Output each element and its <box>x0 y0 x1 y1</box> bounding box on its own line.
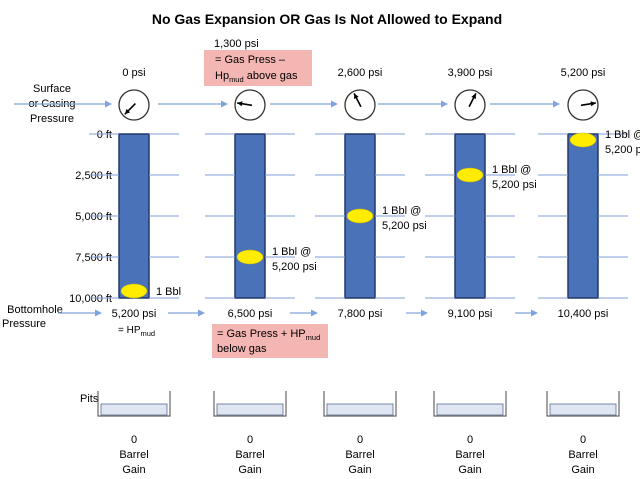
pit-tank <box>546 391 620 417</box>
bottom-note-line2: below gas <box>217 343 267 355</box>
depth-label: 7,500 ft <box>75 252 112 264</box>
surface-pressure: 3,900 psi <box>448 67 493 79</box>
bubble-label-line2: 5,200 psi <box>605 144 640 156</box>
bottomhole-arrow <box>58 309 102 317</box>
gas-bubble <box>120 283 148 299</box>
pit-tank <box>433 391 507 417</box>
pit-tank <box>97 391 171 417</box>
surface-arrow <box>14 100 112 108</box>
stage-5: 5,200 psi 1 Bbl @ 5,200 psi 10,400 psi 0 Barr… <box>538 67 640 476</box>
pits-label: Pits <box>80 393 99 405</box>
depth-axis: 0 ft 2,500 ft 5,000 ft 7,500 ft 10,000 f… <box>69 129 112 305</box>
bottomhole-arrow <box>515 309 538 317</box>
stage-4: 3,900 psi 1 Bbl @ 5,200 psi 9,100 psi 0 Barre… <box>425 67 537 476</box>
barrel-gain-value: 0 <box>131 434 137 446</box>
surface-pressure: 2,600 psi <box>338 67 383 79</box>
bottomhole-pressure: 10,400 psi <box>558 308 609 320</box>
surface-label-line3: Pressure <box>30 113 74 125</box>
bottomhole-pressure: 5,200 psi <box>112 308 157 320</box>
bottomhole-pressure: 9,100 psi <box>448 308 493 320</box>
bottomhole-pressure: 7,800 psi <box>338 308 383 320</box>
gas-bubble <box>346 208 374 224</box>
gauge-needle <box>468 93 477 108</box>
barrel-gain-label-line2: Gain <box>348 464 371 476</box>
bubble-label-line1: 1 Bbl <box>156 286 181 298</box>
bubble-label-line2: 5,200 psi <box>272 261 317 273</box>
gauge-needle <box>237 101 253 107</box>
pit-tank <box>323 391 397 417</box>
stage-3: 2,600 psi 1 Bbl @ 5,200 psi 7,800 psi 0 Barre… <box>315 67 427 476</box>
wellbore-column <box>567 133 599 299</box>
barrel-gain-value: 0 <box>467 434 473 446</box>
first-bottom-note: = HPmud <box>118 325 155 338</box>
gas-bubble <box>236 249 264 265</box>
wellbore-column <box>454 133 486 299</box>
barrel-gain-label-line1: Barrel <box>235 449 264 461</box>
barrel-gain-label-line1: Barrel <box>455 449 484 461</box>
depth-label: 2,500 ft <box>75 170 112 182</box>
pit-tank <box>213 391 287 417</box>
barrel-gain-label-line2: Gain <box>122 464 145 476</box>
surface-pressure: 5,200 psi <box>561 67 606 79</box>
bubble-label-line2: 5,200 psi <box>382 220 427 232</box>
gauge-needle <box>580 101 596 107</box>
bottomhole-arrow <box>406 309 428 317</box>
flow-arrows <box>14 100 560 317</box>
bubble-label-line1: 1 Bbl @ <box>492 164 531 176</box>
bubble-label-line1: 1 Bbl @ <box>382 205 421 217</box>
surface-note-line2: Hpmud above gas <box>215 70 298 84</box>
barrel-gain-label-line1: Barrel <box>119 449 148 461</box>
surface-note-line1: = Gas Press – <box>215 54 286 66</box>
barrel-gain-label-line2: Gain <box>458 464 481 476</box>
gas-bubble <box>569 132 597 148</box>
stage-2: 1 Bbl @ 5,200 psi 6,500 psi 0 Barrel Gain <box>205 89 317 476</box>
barrel-gain-label-line2: Gain <box>238 464 261 476</box>
barrel-gain-value: 0 <box>357 434 363 446</box>
bottom-note-box <box>212 324 328 358</box>
gauge-needle <box>353 93 362 108</box>
surface-arrow <box>158 100 228 108</box>
barrel-gain-label-line1: Barrel <box>568 449 597 461</box>
bottomhole-arrow <box>290 309 318 317</box>
barrel-gain-value: 0 <box>247 434 253 446</box>
diagram-title: No Gas Expansion OR Gas Is Not Allowed t… <box>152 11 502 27</box>
bottomhole-label-line2: Pressure <box>2 318 46 330</box>
bubble-label-line1: 1 Bbl @ <box>272 246 311 258</box>
wellbore-column <box>118 133 150 299</box>
surface-pressure: 0 psi <box>122 67 145 79</box>
gauge-needle <box>124 103 136 115</box>
depth-label: 0 ft <box>97 129 112 141</box>
bubble-label-line2: 5,200 psi <box>492 179 537 191</box>
bubble-label-line1: 1 Bbl @ <box>605 129 640 141</box>
bottomhole-arrow <box>168 309 205 317</box>
stage-1: 0 psi 1 Bbl 5,200 psi 0 Barrel Gain <box>89 67 181 476</box>
surface-arrow <box>378 100 448 108</box>
wellbore-column <box>234 133 266 299</box>
bottom-note-line1: = Gas Press + HPmud <box>217 328 320 342</box>
gas-bubble <box>456 167 484 183</box>
depth-label: 10,000 ft <box>69 293 112 305</box>
depth-label: 5,000 ft <box>75 211 112 223</box>
surface-arrow <box>490 100 560 108</box>
surface-label-line1: Surface <box>33 83 71 95</box>
surface-arrow <box>270 100 338 108</box>
bottomhole-label-line1: Bottomhole <box>7 304 63 316</box>
barrel-gain-label-line2: Gain <box>571 464 594 476</box>
barrel-gain-value: 0 <box>580 434 586 446</box>
surface-note-box <box>204 50 312 86</box>
surface-note-value: 1,300 psi <box>214 38 259 50</box>
bottomhole-pressure: 6,500 psi <box>228 308 273 320</box>
barrel-gain-label-line1: Barrel <box>345 449 374 461</box>
